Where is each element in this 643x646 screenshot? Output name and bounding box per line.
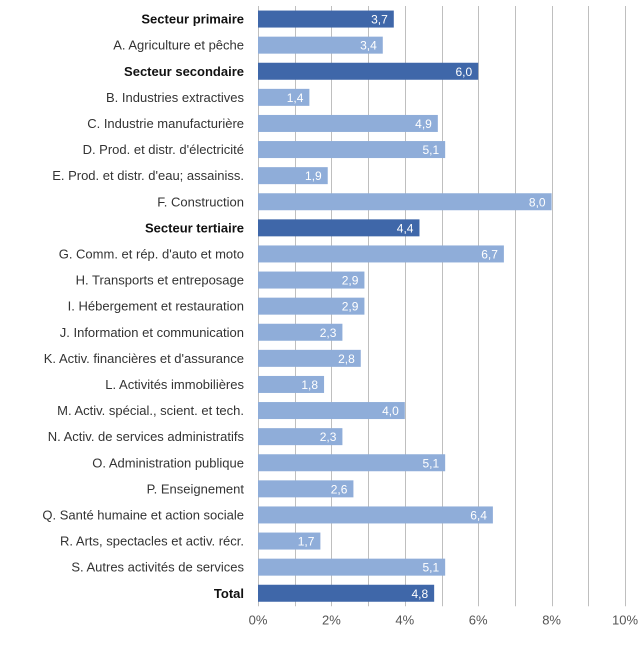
category-label: Secteur primaire xyxy=(141,12,244,27)
category-label: P. Enseignement xyxy=(147,481,245,496)
data-label: 6,4 xyxy=(470,508,487,522)
data-label: 4,0 xyxy=(382,404,399,418)
x-tick-label: 10% xyxy=(612,612,638,627)
bar xyxy=(258,271,365,289)
category-label: S. Autres activités de services xyxy=(71,560,244,575)
data-label: 5,1 xyxy=(422,456,439,470)
bar xyxy=(258,558,446,576)
data-label: 1,9 xyxy=(305,169,322,183)
data-label: 2,6 xyxy=(331,482,348,496)
bar xyxy=(258,349,361,367)
category-label: J. Information et communication xyxy=(60,325,244,340)
category-label: Secteur secondaire xyxy=(124,64,244,79)
x-axis-tick-layer: 0% 2% 4% 6% 8% 10% xyxy=(249,612,639,627)
bar xyxy=(258,506,493,524)
x-tick-label: 2% xyxy=(322,612,341,627)
category-label: N. Activ. de services administratifs xyxy=(48,429,245,444)
category-label: D. Prod. et distr. d'électricité xyxy=(83,142,244,157)
x-tick-label: 8% xyxy=(542,612,561,627)
bar xyxy=(258,62,479,80)
category-label: Secteur tertiaire xyxy=(145,220,244,235)
bar xyxy=(258,297,365,315)
data-label: 4,8 xyxy=(411,587,428,601)
category-label: H. Transports et entreposage xyxy=(76,273,244,288)
data-label: 1,8 xyxy=(301,378,318,392)
data-label: 1,7 xyxy=(298,535,315,549)
bar xyxy=(258,323,343,341)
bar xyxy=(258,36,383,54)
grid-layer xyxy=(258,6,626,607)
bar xyxy=(258,584,435,602)
category-label: R. Arts, spectacles et activ. récr. xyxy=(60,534,244,549)
x-tick-label: 0% xyxy=(249,612,268,627)
bar xyxy=(258,10,394,28)
bar xyxy=(258,375,325,393)
data-label: 4,4 xyxy=(397,221,414,235)
category-label: E. Prod. et distr. d'eau; assainiss. xyxy=(52,168,244,183)
bar xyxy=(258,88,310,106)
category-label: Q. Santé humaine et action sociale xyxy=(42,507,244,522)
category-label: Total xyxy=(214,586,244,601)
category-label: G. Comm. et rép. d'auto et moto xyxy=(59,246,244,261)
category-label-layer: Secteur primaire A. Agriculture et pêche S… xyxy=(42,12,244,601)
bar xyxy=(258,245,504,263)
data-label: 6,7 xyxy=(481,247,498,261)
category-label: M. Activ. spécial., scient. et tech. xyxy=(57,403,244,418)
data-label: 3,4 xyxy=(360,39,377,53)
data-label: 5,1 xyxy=(422,561,439,575)
bar xyxy=(258,428,343,446)
data-label: 5,1 xyxy=(422,143,439,157)
category-label: L. Activités immobilières xyxy=(105,377,244,392)
data-label: 2,3 xyxy=(320,430,337,444)
bar xyxy=(258,532,321,550)
value-label-layer: 3,73,46,01,44,95,11,98,04,46,72,92,92,32… xyxy=(287,13,546,601)
x-tick-label: 6% xyxy=(469,612,488,627)
data-label: 2,3 xyxy=(320,326,337,340)
bar xyxy=(258,480,354,498)
category-label: B. Industries extractives xyxy=(106,90,244,105)
bar xyxy=(258,141,446,159)
data-label: 8,0 xyxy=(529,195,546,209)
bar xyxy=(258,114,438,132)
bar xyxy=(258,219,420,237)
data-label: 2,8 xyxy=(338,352,355,366)
data-label: 4,9 xyxy=(415,117,432,131)
data-label: 3,7 xyxy=(371,13,388,27)
bar-layer xyxy=(258,10,552,602)
bar xyxy=(258,402,405,420)
category-label: O. Administration publique xyxy=(92,455,244,470)
category-label: K. Activ. financières et d'assurance xyxy=(44,351,244,366)
category-label: A. Agriculture et pêche xyxy=(113,38,244,53)
category-label: I. Hébergement et restauration xyxy=(68,299,244,314)
data-label: 6,0 xyxy=(456,65,473,79)
bar xyxy=(258,167,328,185)
category-label: C. Industrie manufacturière xyxy=(87,116,244,131)
data-label: 1,4 xyxy=(287,91,304,105)
category-label: F. Construction xyxy=(157,194,244,209)
bar xyxy=(258,454,446,472)
bar xyxy=(258,193,552,211)
data-label: 2,9 xyxy=(342,300,359,314)
data-label: 2,9 xyxy=(342,274,359,288)
x-tick-label: 4% xyxy=(395,612,414,627)
